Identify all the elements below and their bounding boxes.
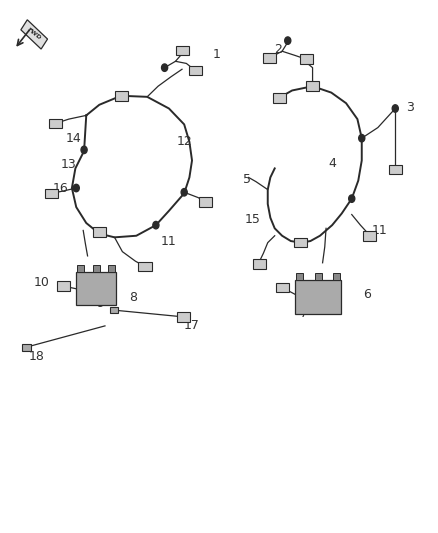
Text: 6: 6 — [363, 288, 371, 301]
Bar — [315, 273, 322, 280]
Bar — [109, 265, 116, 272]
Bar — [177, 46, 189, 55]
Circle shape — [153, 221, 159, 229]
Text: 11: 11 — [371, 224, 387, 237]
Text: 13: 13 — [61, 158, 77, 171]
Bar — [93, 227, 106, 237]
Text: 3: 3 — [406, 101, 414, 114]
Bar — [262, 53, 276, 63]
Bar — [276, 283, 289, 293]
Bar — [363, 231, 376, 240]
Bar — [198, 197, 212, 207]
Bar — [253, 259, 265, 269]
Text: 1: 1 — [213, 48, 221, 61]
Bar — [138, 262, 152, 271]
Bar — [389, 165, 402, 174]
Bar — [22, 344, 32, 351]
Circle shape — [285, 37, 291, 44]
Text: 4: 4 — [328, 157, 336, 169]
Bar — [272, 93, 286, 103]
Text: 12: 12 — [177, 135, 192, 148]
FancyBboxPatch shape — [21, 20, 48, 49]
Circle shape — [349, 195, 355, 203]
Circle shape — [359, 134, 365, 142]
Text: 2: 2 — [274, 43, 282, 55]
Text: 18: 18 — [28, 350, 44, 363]
Bar — [77, 265, 84, 272]
Text: 5: 5 — [243, 173, 251, 185]
Bar — [45, 189, 58, 198]
Bar — [115, 91, 127, 101]
Bar — [188, 66, 201, 75]
Text: 11: 11 — [161, 235, 177, 247]
Text: 17: 17 — [184, 319, 200, 333]
Bar — [300, 54, 313, 64]
Text: 15: 15 — [245, 213, 261, 227]
Bar — [296, 273, 303, 280]
Bar — [177, 312, 190, 321]
Bar — [295, 280, 341, 314]
Text: 16: 16 — [52, 182, 68, 195]
Bar — [57, 281, 70, 291]
Circle shape — [73, 184, 79, 192]
Text: 10: 10 — [33, 276, 49, 289]
Bar — [333, 273, 340, 280]
Text: FWD: FWD — [26, 27, 42, 41]
Bar — [110, 307, 117, 313]
Bar — [306, 82, 319, 91]
Text: 9: 9 — [97, 297, 105, 310]
Text: 7: 7 — [300, 306, 308, 320]
Circle shape — [162, 64, 168, 71]
Bar — [76, 272, 116, 305]
Circle shape — [392, 105, 398, 112]
Circle shape — [81, 146, 87, 154]
Text: 14: 14 — [65, 132, 81, 144]
Bar — [49, 118, 62, 128]
Circle shape — [181, 189, 187, 196]
Text: 8: 8 — [129, 291, 137, 304]
Bar — [93, 265, 100, 272]
Bar — [294, 238, 307, 247]
